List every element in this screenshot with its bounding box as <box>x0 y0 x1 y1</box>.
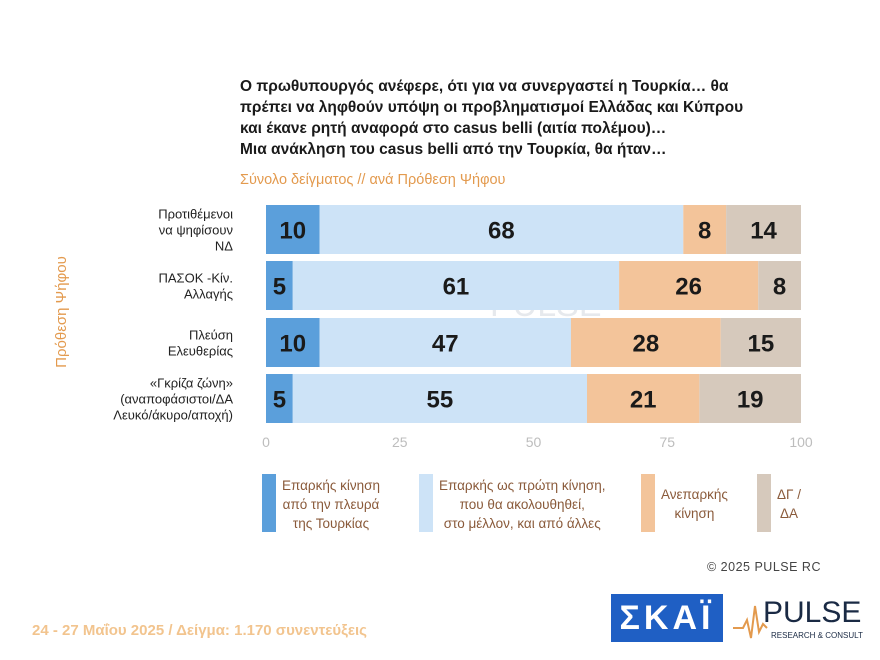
chart-title: Ο πρωθυπουργός ανέφερε, ότι για να συνερ… <box>240 76 800 160</box>
bar-segment <box>319 205 684 254</box>
bar-segment <box>726 205 801 254</box>
data-label: 10 <box>279 218 306 245</box>
x-tick-label: 25 <box>392 434 408 450</box>
data-label: 68 <box>488 218 515 245</box>
skai-logo: ΣΚΑΪ <box>611 594 723 642</box>
data-label: 55 <box>427 387 454 414</box>
category-label: (αναποφάσιστοι/ΔΑ <box>120 392 233 407</box>
x-tick-label: 50 <box>526 434 542 450</box>
bar-segment <box>699 374 801 423</box>
bar-segment <box>266 318 320 367</box>
category-label: Λευκό/άκυρο/αποχή) <box>113 408 233 423</box>
legend-line: ΔΓ / <box>777 487 801 502</box>
bar-segment <box>266 261 293 310</box>
data-label: 8 <box>698 218 711 245</box>
pulse-logo-text: PULSE <box>763 596 861 629</box>
category-label: να ψηφίσουν <box>159 223 233 238</box>
bar-segment <box>266 205 320 254</box>
legend-swatch-2 <box>419 474 433 532</box>
data-label: 47 <box>432 331 459 358</box>
data-label: 21 <box>630 387 657 414</box>
bar-segment <box>266 374 293 423</box>
data-label: 5 <box>273 274 286 301</box>
data-label: 8 <box>773 274 786 301</box>
bar-segment <box>683 205 727 254</box>
bar-segment <box>758 261 801 310</box>
category-label: Αλλαγής <box>184 287 233 302</box>
legend-swatch-3 <box>641 474 655 532</box>
category-label: Ελευθερίας <box>168 344 233 359</box>
legend-item-1: Επαρκής κίνηση από την πλευρά της Τουρκί… <box>262 474 380 534</box>
bar-segment <box>720 318 801 367</box>
chart-subtitle: Σύνολο δείγματος // ανά Πρόθεση Ψήφου <box>240 172 506 188</box>
pulse-logo: PULSE RESEARCH & CONSULTING <box>733 596 863 640</box>
legend-line: Επαρκής ως πρώτη κίνηση, <box>439 477 606 493</box>
title-line: Ο πρωθυπουργός ανέφερε, ότι για να συνερ… <box>240 78 729 95</box>
data-label: 19 <box>737 387 764 414</box>
bar-segment <box>587 374 700 423</box>
y-axis-title: Πρόθεση Ψήφου <box>53 256 70 368</box>
legend-line: Ανεπαρκής <box>661 487 728 502</box>
legend-label-4: ΔΓ / ΔΑ <box>771 474 801 534</box>
category-label: Πλεύση <box>189 328 233 343</box>
category-label: «Γκρίζα ζώνη» <box>150 376 233 391</box>
data-label: 15 <box>748 331 775 358</box>
bar-segment <box>619 261 759 310</box>
data-label: 61 <box>443 274 470 301</box>
category-label: Προτιθέμενοι <box>158 207 233 222</box>
legend-line: από την πλευρά <box>282 496 380 512</box>
data-label: 10 <box>279 331 306 358</box>
data-label: 26 <box>675 274 702 301</box>
category-label: ΠΑΣΟΚ -Κίν. <box>159 271 234 286</box>
title-line: και έκανε ρητή αναφορά στο casus belli (… <box>240 120 667 137</box>
category-label: ΝΔ <box>215 239 233 254</box>
data-label: 28 <box>632 331 659 358</box>
legend-item-2: Επαρκής ως πρώτη κίνηση, που θα ακολουθη… <box>419 474 605 534</box>
data-label: 14 <box>750 218 777 245</box>
legend-label-3: Ανεπαρκής κίνηση <box>655 474 728 534</box>
legend-line: κίνηση <box>674 506 715 521</box>
title-line: Μια ανάκληση του casus belli από την Του… <box>240 141 667 158</box>
survey-footer: 24 - 27 Μαΐου 2025 / Δείγμα: 1.170 συνεν… <box>32 622 367 639</box>
pulse-wave-icon <box>733 605 768 639</box>
bar-segment <box>319 318 571 367</box>
legend-swatch-1 <box>262 474 276 532</box>
legend-label-1: Επαρκής κίνηση από την πλευρά της Τουρκί… <box>276 474 380 534</box>
bar-segment <box>292 374 587 423</box>
bar-segment <box>570 318 721 367</box>
legend-swatch-4 <box>757 474 771 532</box>
legend-line: ΔΑ <box>779 506 798 521</box>
x-tick-label: 0 <box>262 434 270 450</box>
legend-line: της Τουρκίας <box>292 515 370 531</box>
x-tick-label: 100 <box>789 434 813 450</box>
title-line: πρέπει να ληφθούν υπόψη οι προβληματισμο… <box>240 99 744 116</box>
bar-segment <box>292 261 620 310</box>
legend-label-2: Επαρκής ως πρώτη κίνηση, που θα ακολουθη… <box>433 474 605 534</box>
pulse-logo-tagline: RESEARCH & CONSULTING <box>771 631 863 640</box>
legend-item-4: ΔΓ / ΔΑ <box>757 474 801 534</box>
legend-item-3: Ανεπαρκής κίνηση <box>641 474 728 534</box>
legend-line: στο μέλλον, και από άλλες <box>443 515 601 531</box>
copyright-text: © 2025 PULSE RC <box>707 560 821 574</box>
data-label: 5 <box>273 387 286 414</box>
x-tick-label: 75 <box>659 434 675 450</box>
legend-line: Επαρκής κίνηση <box>282 477 380 493</box>
legend-line: που θα ακολουθηθεί, <box>459 496 585 512</box>
